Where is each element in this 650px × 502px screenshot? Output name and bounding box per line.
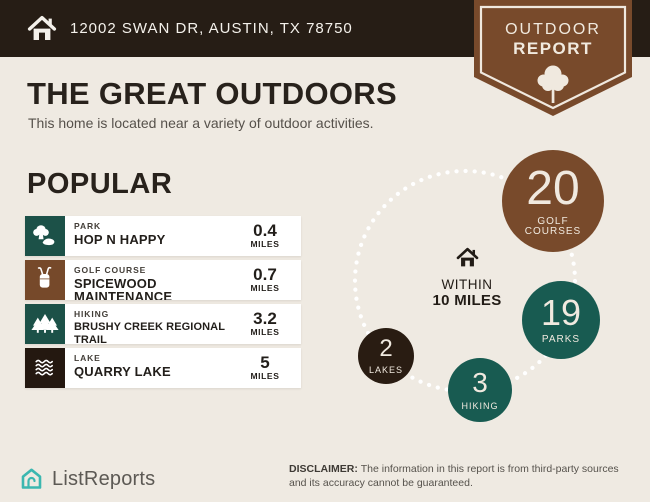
parks-bubble: 19 PARKS <box>522 281 600 359</box>
item-distance: 5 MILES <box>250 353 280 381</box>
item-category: LAKE <box>74 353 101 363</box>
list-item-park: PARK HOP N HAPPY 0.4 MILES <box>25 216 301 256</box>
item-category: PARK <box>74 221 102 231</box>
list-item-golf: GOLF COURSE SPICEWOOD MAINTENANCE 0.7 MI… <box>25 260 301 300</box>
item-name: SPICEWOOD MAINTENANCE <box>74 276 173 300</box>
hiking-bubble: 3 HIKING <box>448 358 512 422</box>
page-subtitle: This home is located near a variety of o… <box>28 115 374 131</box>
ribbon-shape <box>474 0 632 116</box>
item-category: HIKING <box>74 309 110 319</box>
listreports-house-icon <box>21 468 42 489</box>
item-distance: 0.4 MILES <box>250 221 280 249</box>
brand-name: ListReports <box>52 467 156 490</box>
popular-heading: POPULAR <box>27 168 173 200</box>
disclaimer-text: DISCLAIMER: The information in this repo… <box>289 463 619 489</box>
center-home-icon <box>456 247 479 267</box>
tree-icon <box>537 65 569 103</box>
home-icon <box>27 15 57 40</box>
listreports-logo: ListReports <box>18 466 155 492</box>
popular-list: PARK HOP N HAPPY 0.4 MILES GOLF COURSE S… <box>25 216 301 392</box>
golf-bag-icon <box>25 260 65 300</box>
badge-line2: REPORT <box>513 39 593 58</box>
property-address: 12002 SWAN DR, AUSTIN, TX 78750 <box>70 20 353 37</box>
item-distance: 0.7 MILES <box>250 265 280 293</box>
list-item-hiking: HIKING BRUSHY CREEK REGIONAL TRAIL 3.2 M… <box>25 304 301 344</box>
item-category: GOLF COURSE <box>74 265 147 275</box>
golf-courses-bubble: 20 GOLF COURSES <box>502 150 604 252</box>
item-name: QUARRY LAKE <box>74 364 171 379</box>
list-item-lake: LAKE QUARRY LAKE 5 MILES <box>25 348 301 388</box>
outdoor-report-badge: OUTDOOR REPORT <box>474 0 632 116</box>
item-name: HOP N HAPPY <box>74 232 166 247</box>
park-trees-icon <box>25 216 65 256</box>
within-radius-label: WITHIN 10 MILES <box>432 277 502 309</box>
page-title: THE GREAT OUTDOORS <box>27 76 397 111</box>
item-name: BRUSHY CREEK REGIONAL TRAIL <box>74 321 225 344</box>
badge-line1: OUTDOOR <box>505 21 601 38</box>
item-distance: 3.2 MILES <box>250 309 280 337</box>
waves-icon <box>25 348 65 388</box>
pine-trees-icon <box>25 304 65 344</box>
lakes-bubble: 2 LAKES <box>358 328 414 384</box>
